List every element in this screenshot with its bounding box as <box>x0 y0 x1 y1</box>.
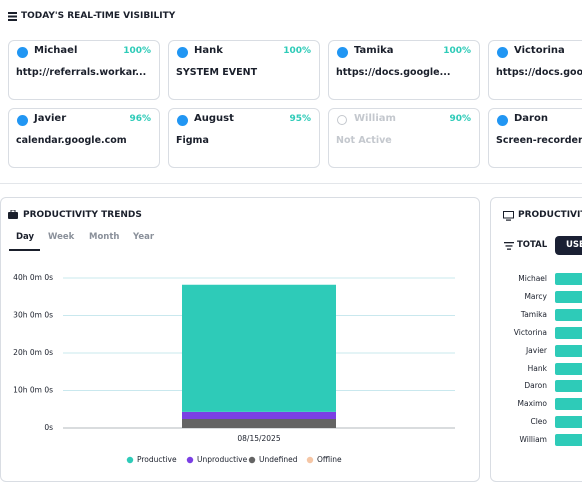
user-bar <box>555 308 582 321</box>
user-name: Javier <box>34 113 67 124</box>
user-bar <box>555 326 582 339</box>
user-label: Cleo <box>530 417 547 427</box>
current-activity: Figma <box>176 135 209 146</box>
current-activity: http://referrals.workar... <box>16 67 147 78</box>
activity-percent: 100% <box>123 46 151 56</box>
activity-percent: 95% <box>289 114 311 124</box>
user-bar <box>555 290 582 303</box>
bar-segment <box>182 284 336 412</box>
user-label: Daron <box>524 381 547 391</box>
panel-title: PRODUCTIVIT <box>518 210 582 220</box>
user-name: Victorina <box>514 45 565 56</box>
user-label: Victorina <box>513 327 547 337</box>
monitor-icon <box>503 211 514 221</box>
user-bar <box>555 344 582 357</box>
user-label: Maximo <box>517 399 547 409</box>
activity-percent: 100% <box>283 46 311 56</box>
tab[interactable]: Year <box>133 232 155 242</box>
chart: 0s 10h 0m 0s 20h 0m 0s 30h 0m 0s 40h 0m 0s 08… <box>13 273 455 464</box>
legend-label: Offline <box>317 455 342 464</box>
user-bar <box>555 362 582 375</box>
current-activity: SYSTEM EVENT <box>176 67 258 78</box>
user-bar <box>555 398 582 411</box>
tab[interactable]: Day <box>16 232 35 242</box>
y-tick-label: 0s <box>44 423 53 432</box>
user-name: Tamika <box>354 45 394 56</box>
current-activity: https://docs.google <box>496 67 582 78</box>
filter-label[interactable]: TOTAL <box>517 240 548 250</box>
current-activity: https://docs.google... <box>336 67 451 78</box>
briefcase-icon <box>8 210 18 219</box>
tab[interactable]: Month <box>89 232 120 242</box>
user-bar <box>555 273 582 285</box>
productivity-panel <box>490 197 582 482</box>
y-tick-label: 40h 0m 0s <box>13 273 53 282</box>
user-card[interactable]: Javier 96% calendar.google.com <box>8 108 160 168</box>
legend-swatch <box>306 456 314 464</box>
legend-swatch <box>248 456 256 464</box>
divider <box>0 183 582 184</box>
user-bar <box>555 380 582 393</box>
status-dot <box>337 47 348 58</box>
y-tick-label: 10h 0m 0s <box>13 386 53 395</box>
user-card[interactable]: Hank 100% SYSTEM EVENT <box>168 40 320 100</box>
tab-underline <box>9 249 40 251</box>
user-label: Michael <box>518 274 547 283</box>
status-dot <box>497 47 508 58</box>
activity-percent: 100% <box>443 46 471 56</box>
panel-title: PRODUCTIVITY TRENDS <box>23 210 142 220</box>
user-card[interactable]: Tamika 100% https://docs.google... <box>328 40 480 100</box>
bar-segment <box>182 419 336 428</box>
status-dot <box>177 47 188 58</box>
legend-swatch <box>186 456 194 464</box>
user-card[interactable]: Victorina https://docs.google <box>488 40 582 100</box>
status-dot <box>177 115 188 126</box>
user-label: Hank <box>527 363 547 373</box>
legend-label: Productive <box>137 455 177 464</box>
activity-percent: 96% <box>129 114 151 124</box>
status-dot <box>17 47 28 58</box>
legend-swatch <box>126 456 134 464</box>
current-activity: Screen-recorder-m <box>496 135 582 146</box>
y-tick-label: 30h 0m 0s <box>13 311 53 320</box>
status-dot <box>497 115 508 126</box>
bar-segment <box>182 411 336 419</box>
tab[interactable]: Week <box>48 232 75 242</box>
user-card[interactable]: William 90% Not Active <box>328 108 480 168</box>
user-card[interactable]: August 95% Figma <box>168 108 320 168</box>
x-tick-label: 08/15/2025 <box>237 434 280 443</box>
user-card[interactable]: Michael 100% http://referrals.workar... <box>8 40 160 100</box>
user-bar <box>555 434 582 447</box>
user-bar <box>555 416 582 429</box>
list-icon <box>8 12 17 21</box>
legend-label: Undefined <box>259 455 298 464</box>
activity-percent: 90% <box>449 114 471 124</box>
current-activity: Not Active <box>336 135 392 146</box>
user-label: Javier <box>525 345 547 355</box>
user-card[interactable]: Daron Screen-recorder-m <box>488 108 582 168</box>
current-activity: calendar.google.com <box>16 135 127 146</box>
user-name: Hank <box>194 45 223 56</box>
user-name: William <box>354 113 396 124</box>
user-name: August <box>194 113 234 124</box>
user-label: William <box>519 435 548 445</box>
user-label: Marcy <box>524 291 547 301</box>
legend-label: Unproductive <box>197 455 248 464</box>
y-tick-label: 20h 0m 0s <box>13 348 53 357</box>
user-name: Daron <box>514 113 548 124</box>
status-dot <box>337 115 347 125</box>
user-name: Michael <box>34 45 78 56</box>
trends-panel <box>0 197 480 482</box>
toggle-button[interactable]: USE <box>555 236 582 255</box>
section-title: TODAY'S REAL-TIME VISIBILITY <box>21 11 176 21</box>
status-dot <box>17 115 28 126</box>
user-label: Tamika <box>520 309 547 319</box>
filter-icon <box>504 242 514 250</box>
